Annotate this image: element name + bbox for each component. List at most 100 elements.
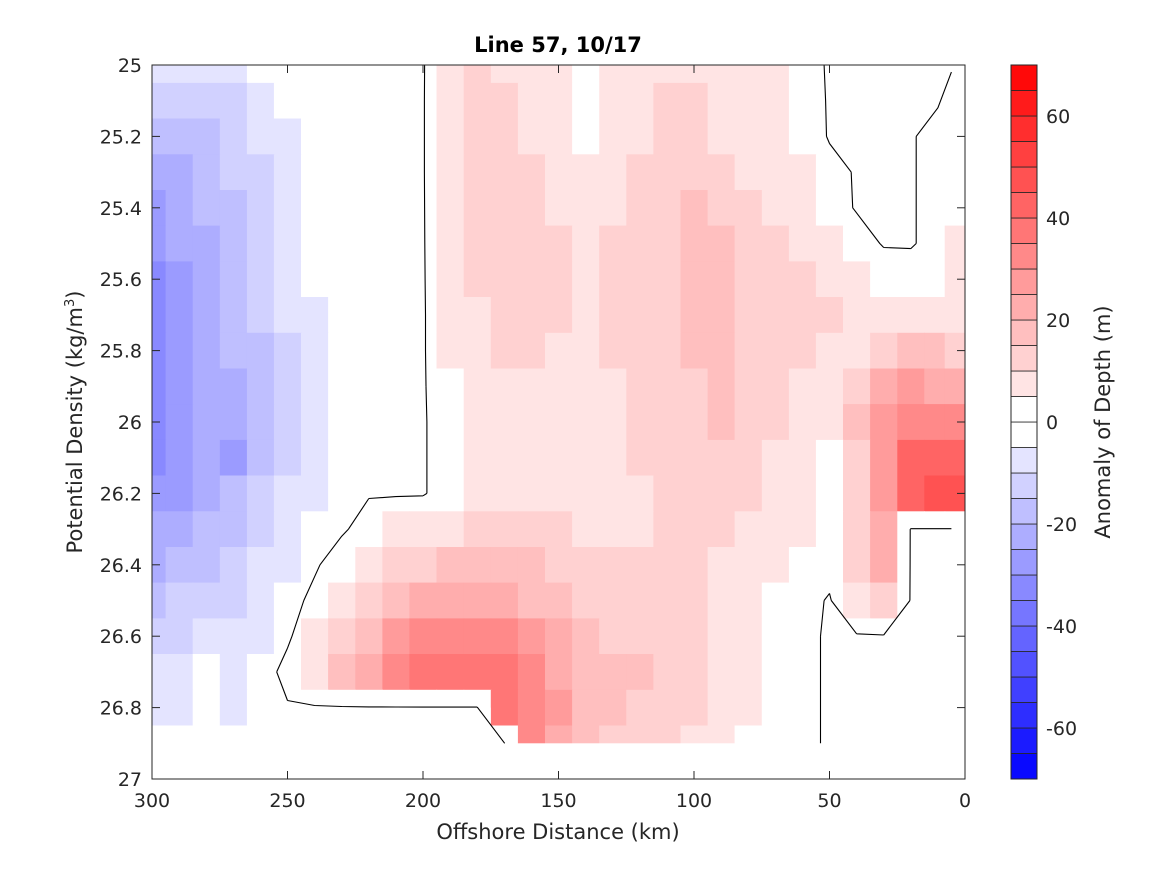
contour-cell [165,154,194,191]
contour-cell [355,582,383,619]
contour-cell [680,439,709,477]
contour-cell [301,82,329,120]
contour-cell [219,368,248,405]
contour-cell [490,511,519,548]
contour-cell [328,368,356,405]
contour-cell [788,475,817,512]
contour-cell [165,547,194,584]
contour-cell [572,618,600,655]
contour-cell [897,511,925,548]
contour-cell [517,332,546,370]
contour-cell [843,225,871,262]
contour-cell [165,225,194,262]
contour-cell [490,582,519,619]
contour-cell [680,475,709,512]
contour-cell [328,547,356,584]
contour-cell [192,297,221,334]
contour-cell [517,190,546,227]
contour-cell [572,725,600,744]
contour-cell [165,261,194,298]
contour-cell [192,439,221,477]
contour-cell [924,689,946,727]
contour-cell [707,225,736,262]
contour-cell [761,368,790,405]
contour-cell [944,190,965,227]
contour-cell [490,404,519,441]
contour-cell [328,190,356,227]
colorbar-tick-label: -60 [1046,718,1077,740]
contour-cell [944,297,965,334]
contour-cell [165,511,194,548]
contour-cell [761,725,790,744]
contour-cell [761,475,790,512]
contour-cell [382,618,411,655]
contour-cell [653,582,682,619]
contour-cell [944,439,965,477]
contour-cell [761,689,790,727]
contour-cell [219,725,248,744]
contour-cell [572,547,600,584]
contour-cell [165,475,194,512]
contour-cell [273,654,302,691]
contour-cell [653,547,682,584]
contour-cell [599,190,627,227]
contour-cell [870,439,898,477]
contour-cell [653,368,682,405]
contour-cell [788,725,817,744]
contour-cell [788,82,817,120]
contour-cell [843,65,871,84]
contour-cell [436,154,465,191]
contour-cell [301,547,329,584]
contour-cell [219,118,248,155]
contour-cell [328,439,356,477]
contour-cell [788,439,817,477]
contour-cell [761,654,790,691]
contour-cell [409,65,438,84]
contour-cell [192,582,221,619]
contour-cell [897,547,925,584]
contour-cell [273,475,302,512]
contour-cell [944,582,965,619]
contour-cell [843,190,871,227]
contour-cell [328,82,356,120]
contour-cell [707,511,736,548]
contour-cell [815,582,844,619]
contour-cell [382,368,411,405]
contour-cell [572,225,600,262]
contour-cell [219,65,248,84]
x-tick-label: 300 [134,790,170,812]
x-axis-label: Offshore Distance (km) [436,820,679,844]
contour-cell [707,547,736,584]
contour-cell [843,582,871,619]
contour-cell [680,689,709,727]
contour-cell [219,404,248,441]
colorbar-segment [1010,319,1038,346]
contour-cell [707,725,736,744]
contour-cell [707,475,736,512]
contour-cell [870,118,898,155]
contour-cell [734,82,763,120]
contour-cell [626,689,654,727]
contour-cell [219,261,248,298]
contour-cell [463,190,492,227]
contour-cell [788,154,817,191]
contour-cell [436,654,465,691]
colorbar-segment [1010,574,1038,601]
contour-cell [626,154,654,191]
colorbar-segment [1010,472,1038,499]
colorbar-tick-label: -40 [1046,616,1077,638]
contour-cell [815,725,844,744]
contour-cell [382,475,411,512]
contour-cell [246,582,275,619]
contour-cell [545,297,573,334]
contour-cell [328,65,356,84]
y-tick-label: 25.6 [100,269,142,291]
contour-cell [152,511,167,548]
contour-cell [463,511,492,548]
contour-cell [734,297,763,334]
x-tick-label: 100 [676,790,712,812]
contour-cell [219,689,248,727]
contour-cell [761,190,790,227]
y-axis-label-superscript: 3 [63,299,78,307]
contour-cell [626,332,654,370]
